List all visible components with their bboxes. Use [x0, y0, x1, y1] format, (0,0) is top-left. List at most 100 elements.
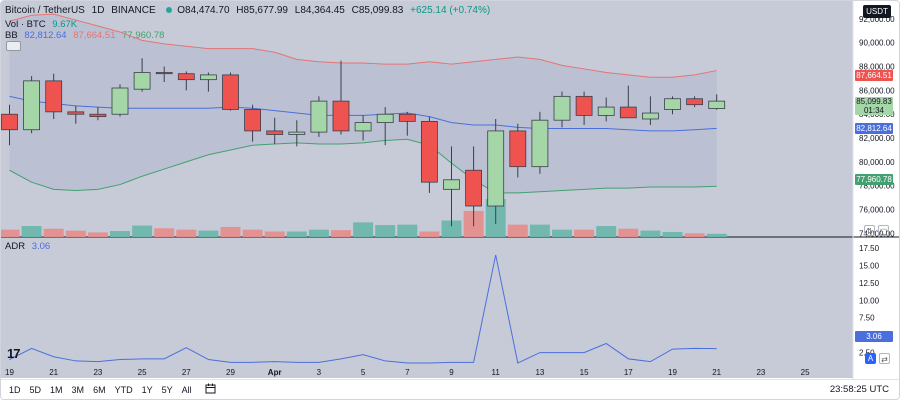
- range-5y[interactable]: 5Y: [161, 384, 173, 395]
- candle-up: [354, 122, 372, 132]
- volume-bar: [596, 226, 617, 237]
- symbol-exchange: BINANCE: [111, 5, 156, 16]
- volume-bar: [264, 231, 285, 237]
- price-tick-label: 88,000.00: [859, 63, 895, 72]
- candle-down: [1, 113, 18, 131]
- range-all[interactable]: All: [181, 384, 192, 395]
- price-tick-label: 74,000.00: [859, 229, 895, 238]
- candle-up: [23, 80, 41, 131]
- range-1d[interactable]: 1D: [9, 384, 21, 395]
- candle-down: [398, 113, 416, 122]
- price-tick-label: 92,000.00: [859, 15, 895, 24]
- chart-canvas[interactable]: 74,000.00 76,000.00 78,000.00 80,000.00 82,0…: [1, 1, 900, 379]
- bollinger-legend[interactable]: BB 82,812.64 87,664.51 77,960.78: [5, 30, 168, 41]
- market-status-icon: [166, 6, 173, 13]
- pane-maximize-button[interactable]: ▢: [878, 225, 889, 236]
- collapse-legend-button[interactable]: [6, 41, 21, 51]
- time-tick-label: 23: [93, 368, 102, 377]
- candle-down: [45, 80, 63, 113]
- volume-bar: [507, 224, 528, 237]
- range-1m[interactable]: 1M: [50, 384, 63, 395]
- bb-legend-lower: 77,960.78: [122, 30, 165, 41]
- adr-tick-label: 17.50: [859, 244, 880, 253]
- time-tick-label: 9: [449, 368, 454, 377]
- range-ytd[interactable]: YTD: [114, 384, 133, 395]
- candle-up: [553, 95, 571, 121]
- volume-bar: [154, 228, 175, 237]
- bb-legend-upper: 87,664.51: [73, 30, 116, 41]
- ohlc-high: H85,677.99: [236, 5, 288, 16]
- time-tick-label: Apr: [268, 368, 282, 377]
- candle-down: [266, 130, 284, 135]
- upper-band-price-label: 87,664.51: [855, 70, 893, 81]
- adr-tick-label: 12.50: [859, 279, 880, 288]
- ohlc-change: +625.14 (+0.74%): [410, 5, 491, 16]
- time-tick-label: 7: [405, 368, 410, 377]
- volume-bar: [308, 229, 329, 237]
- volume-bar: [21, 226, 42, 237]
- candle-up: [111, 87, 129, 115]
- bottom-toolbar: 1D 5D 1M 3M 6M YTD 1Y 5Y All 23:58:25 UT…: [1, 379, 899, 399]
- time-tick-label: 3: [317, 368, 322, 377]
- auto-scale-button[interactable]: A: [865, 353, 876, 364]
- adr-tick-label: 10.00: [859, 296, 880, 305]
- bar-countdown: 01:34: [863, 106, 885, 115]
- scale-settings-button[interactable]: ⇄: [879, 353, 890, 364]
- volume-bar: [706, 233, 727, 237]
- time-tick-label: 11: [492, 368, 501, 377]
- volume-bar: [684, 233, 705, 237]
- time-tick-label: 15: [580, 368, 589, 377]
- time-tick-label: 29: [226, 368, 235, 377]
- goto-date-icon[interactable]: [205, 383, 216, 397]
- symbol-name[interactable]: Bitcoin / TetherUS: [5, 5, 85, 16]
- volume-bar: [552, 229, 572, 237]
- time-tick-label: 25: [138, 368, 147, 377]
- time-tick-label: 19: [668, 368, 677, 377]
- candle-up: [199, 74, 217, 81]
- time-tick-label: 27: [182, 368, 191, 377]
- ohlc-open: O84,474.70: [177, 5, 230, 16]
- volume-bar: [220, 226, 241, 237]
- range-5d[interactable]: 5D: [29, 384, 42, 395]
- candle-down: [619, 106, 637, 119]
- candle-up: [376, 113, 394, 123]
- adr-legend-name: ADR: [5, 241, 26, 252]
- last-price-label: 85,099.83 01:34: [855, 97, 893, 115]
- volume-bar: [132, 225, 153, 237]
- adr-legend-value: 3.06: [31, 241, 51, 252]
- volume-bar: [574, 229, 595, 237]
- range-1y[interactable]: 1Y: [141, 384, 153, 395]
- time-tick-label: 5: [361, 368, 366, 377]
- volume-bar: [43, 228, 64, 237]
- candle-up: [597, 106, 615, 116]
- currency-button[interactable]: USDT: [863, 5, 891, 18]
- price-scale-background: [853, 1, 899, 379]
- adr-tick-label: 7.50: [859, 314, 875, 323]
- range-3m[interactable]: 3M: [71, 384, 85, 395]
- candle-down: [686, 98, 703, 106]
- volume-legend[interactable]: Vol · BTC 9.67K: [5, 19, 81, 30]
- utc-clock[interactable]: 23:58:25 UTC: [829, 384, 889, 395]
- price-tick-label: 90,000.00: [859, 39, 895, 48]
- volume-legend-value: 9.67K: [52, 19, 78, 30]
- tradingview-logo[interactable]: 17: [7, 346, 21, 361]
- symbol-legend: Bitcoin / TetherUS 1D BINANCE O84,474.70…: [5, 5, 494, 16]
- pane-up-button[interactable]: ⇅: [864, 225, 875, 236]
- volume-bar: [198, 230, 219, 237]
- volume-bar: [87, 232, 108, 237]
- candle-down: [244, 109, 262, 132]
- symbol-interval[interactable]: 1D: [91, 5, 105, 16]
- candle-up: [288, 131, 306, 135]
- candle-down: [575, 95, 593, 116]
- range-6m[interactable]: 6M: [93, 384, 106, 395]
- time-tick-label: 25: [801, 368, 810, 377]
- candle-down: [155, 72, 173, 75]
- adr-legend[interactable]: ADR 3.06: [5, 241, 54, 252]
- candle-down: [89, 113, 107, 118]
- candle-up: [642, 112, 659, 120]
- volume-bar: [286, 231, 307, 237]
- price-tick-label: 82,000.00: [859, 134, 895, 143]
- candle-down: [222, 74, 239, 110]
- volume-bar: [640, 230, 661, 237]
